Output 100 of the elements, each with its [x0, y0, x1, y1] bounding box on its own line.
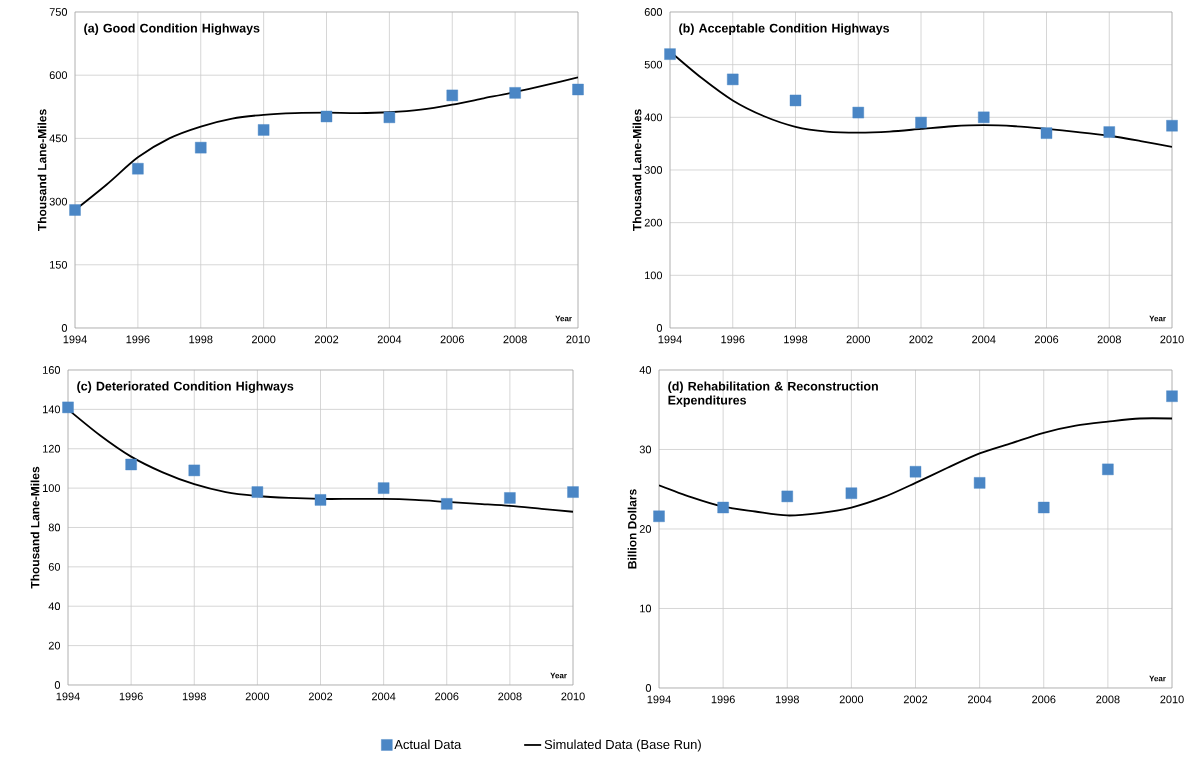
x-tick-label: 1994 [56, 692, 80, 701]
point [195, 141, 207, 154]
x-tick-label: 2010 [1160, 335, 1184, 344]
point [653, 510, 665, 522]
x-tick-label: 1998 [784, 335, 808, 344]
y-tick-label: 600 [644, 8, 663, 16]
point [251, 486, 264, 498]
point [915, 116, 927, 129]
y-tick-label: 100 [645, 271, 663, 280]
x-tick-label: 2004 [371, 692, 396, 701]
y-tick-label: 20 [639, 525, 652, 533]
x-tick-label: 1998 [189, 335, 213, 344]
y-axis-title: Thousand Lane-Miles [632, 109, 642, 231]
y-tick-label: 0 [645, 684, 652, 692]
y-tick-label: 30 [639, 445, 652, 454]
x-tick-label: 1998 [182, 692, 206, 701]
x-tick-label: 2000 [251, 335, 276, 344]
point [727, 73, 739, 86]
x-tick-label: 2010 [566, 335, 590, 344]
x-tick-label: 1998 [775, 695, 799, 704]
point [973, 477, 986, 489]
point [572, 83, 584, 96]
x-tick-label: 2008 [503, 335, 527, 344]
y-tick-label: 10 [640, 604, 652, 613]
text: (a) Good Condition Highways [84, 23, 260, 36]
point [1166, 120, 1178, 132]
point [257, 124, 270, 136]
x-tick-label: 2000 [839, 695, 864, 704]
x-tick-label: 1994 [647, 695, 671, 704]
x-tick-label: 2002 [903, 695, 928, 704]
x-tick-label: 2008 [498, 692, 522, 701]
x-tick-label: 2004 [967, 695, 992, 704]
y-tick-label: 100 [43, 484, 61, 492]
text: (c) Deteriorated Condition Highways [77, 381, 294, 394]
point [1166, 390, 1178, 402]
x-tick-label: 2006 [1034, 335, 1059, 344]
point [509, 87, 521, 99]
x-tick-label: 2002 [909, 335, 933, 344]
y-tick-label: 300 [644, 166, 663, 174]
point [62, 401, 74, 414]
y-tick-label: 200 [644, 218, 663, 227]
y-tick-label: 60 [48, 562, 61, 571]
point [789, 94, 802, 107]
point [383, 111, 396, 124]
x-tick-label: 1996 [126, 335, 150, 344]
point [1040, 127, 1053, 139]
x-tick-label: 2002 [314, 335, 339, 344]
point [567, 486, 579, 498]
y-tick-label: 80 [48, 523, 61, 532]
x-tick-label: 1994 [63, 335, 87, 344]
x-tick-label: 1996 [721, 335, 745, 344]
point [1102, 463, 1114, 476]
legend-label: Actual Data [394, 739, 462, 750]
point [132, 163, 144, 175]
y-tick-label: 40 [48, 602, 61, 611]
y-tick-label: 500 [644, 60, 663, 69]
x-tick-label: 2002 [308, 692, 333, 701]
point [69, 204, 81, 216]
x-tick-label: 2008 [1097, 335, 1121, 344]
y-tick-label: 20 [48, 641, 61, 650]
x-tick-label: 2006 [440, 335, 464, 344]
point [717, 501, 729, 514]
y-tick-label: 300 [49, 197, 68, 206]
legend-label: Simulated Data (Base Run) [544, 739, 701, 752]
text: (b) Acceptable Condition Highways [679, 23, 890, 36]
y-axis-title: Thousand Lane-Miles [37, 109, 47, 231]
x-tick-label: 2000 [245, 692, 270, 701]
y-tick-label: 160 [43, 366, 61, 374]
point [781, 490, 793, 503]
point [125, 458, 137, 471]
point [852, 106, 864, 119]
point [664, 48, 676, 60]
point [978, 111, 990, 124]
x-tick-label: 2000 [846, 335, 871, 344]
line-series [659, 417, 1173, 517]
point [1103, 126, 1115, 138]
point [909, 466, 922, 478]
y-tick-label: 750 [49, 8, 68, 16]
y-tick-label: 0 [61, 324, 68, 332]
y-tick-label: 40 [639, 366, 652, 374]
y-tick-label: 450 [49, 134, 68, 143]
x-tick-label: 2004 [377, 335, 402, 344]
y-axis-title: Billion Dollars [627, 489, 637, 569]
point [188, 464, 200, 477]
x-tick-label: 2010 [1160, 695, 1184, 704]
point [314, 494, 327, 506]
x-tick-label: 2006 [1032, 695, 1056, 704]
y-tick-label: 120 [43, 444, 61, 453]
y-axis-title: Thousand Lane-Miles [30, 466, 40, 589]
y-tick-label: 0 [656, 324, 663, 332]
x-tick-label: 2010 [561, 692, 585, 701]
point [1038, 501, 1050, 514]
x-tick-label: 1994 [658, 335, 682, 344]
point [446, 89, 458, 102]
y-tick-label: 150 [50, 260, 68, 269]
text: (d) Rehabilitation & Reconstruction Expenditures [668, 381, 878, 407]
point [504, 492, 516, 504]
y-tick-label: 600 [49, 71, 68, 80]
point [377, 482, 390, 494]
y-tick-label: 140 [43, 405, 61, 414]
